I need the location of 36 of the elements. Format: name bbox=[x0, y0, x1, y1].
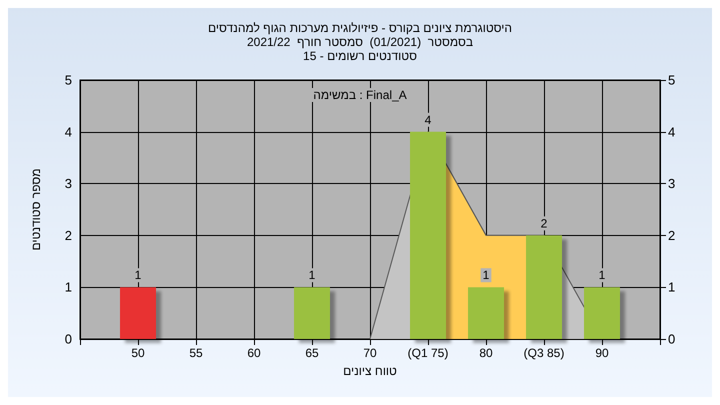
data-label: 2 bbox=[540, 216, 548, 230]
x-tick-label: 55 bbox=[189, 346, 203, 360]
y-tick-label: 3 bbox=[64, 176, 72, 192]
y2-tick-label: 1 bbox=[668, 280, 676, 295]
x-axis-title: טווח ציונים bbox=[343, 364, 398, 378]
x-tick-label: (Q1 75) bbox=[408, 346, 448, 360]
y2-tick-label: 3 bbox=[668, 176, 676, 192]
data-label: 1 bbox=[308, 268, 316, 282]
y2-tick-label: 2 bbox=[668, 228, 676, 243]
y2-tick-label: 0 bbox=[668, 332, 676, 346]
x-tick-label: 50 bbox=[131, 346, 145, 360]
y-tick-label: 4 bbox=[64, 124, 72, 140]
x-tick-label: 90 bbox=[595, 346, 609, 360]
bar bbox=[584, 287, 620, 339]
annotation: במשימה : Final_A bbox=[313, 88, 407, 102]
x-tick-label: 70 bbox=[363, 346, 377, 360]
bar bbox=[294, 287, 330, 339]
chart-title: היסטוגרמת ציונים בקורס - פיזיולוגית מערכות הגוף למהנדסים בסמסטר (01/2021) סמסטר חורף 2021/22 סטודנטים רשומים - 15 bbox=[208, 21, 512, 63]
y-tick-label: 2 bbox=[64, 228, 72, 243]
y-tick-label: 5 bbox=[64, 72, 72, 88]
y-tick-label: 0 bbox=[64, 332, 72, 346]
y-axis-title: מספר סטודנטים bbox=[29, 168, 43, 251]
data-label: 1 bbox=[134, 268, 142, 282]
data-label: 1 bbox=[482, 268, 490, 282]
x-tick-label: 80 bbox=[479, 346, 493, 360]
data-label: 1 bbox=[598, 268, 606, 282]
y2-tick-label: 4 bbox=[668, 124, 676, 140]
bar bbox=[120, 287, 156, 339]
x-tick-label: 60 bbox=[247, 346, 261, 360]
bar bbox=[468, 287, 504, 339]
y-tick-label: 1 bbox=[64, 280, 72, 295]
data-label: 4 bbox=[424, 112, 432, 127]
x-tick-label: 65 bbox=[305, 346, 319, 360]
y2-tick-label: 5 bbox=[668, 72, 676, 88]
bar bbox=[526, 235, 562, 339]
x-tick-label: (Q3 85) bbox=[524, 346, 564, 360]
